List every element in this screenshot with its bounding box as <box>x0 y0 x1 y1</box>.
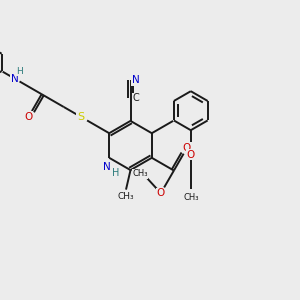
Text: N: N <box>103 162 111 172</box>
Text: CH₃: CH₃ <box>118 192 134 201</box>
Text: CH₃: CH₃ <box>133 169 148 178</box>
Text: H: H <box>16 67 22 76</box>
Text: O: O <box>157 188 165 198</box>
Text: C: C <box>132 93 139 103</box>
Text: O: O <box>25 112 33 122</box>
Text: O: O <box>183 143 191 153</box>
Text: O: O <box>187 150 195 160</box>
Text: S: S <box>77 112 84 122</box>
Text: N: N <box>132 75 140 85</box>
Text: N: N <box>11 74 19 84</box>
Text: H: H <box>112 168 119 178</box>
Text: CH₃: CH₃ <box>183 193 199 202</box>
